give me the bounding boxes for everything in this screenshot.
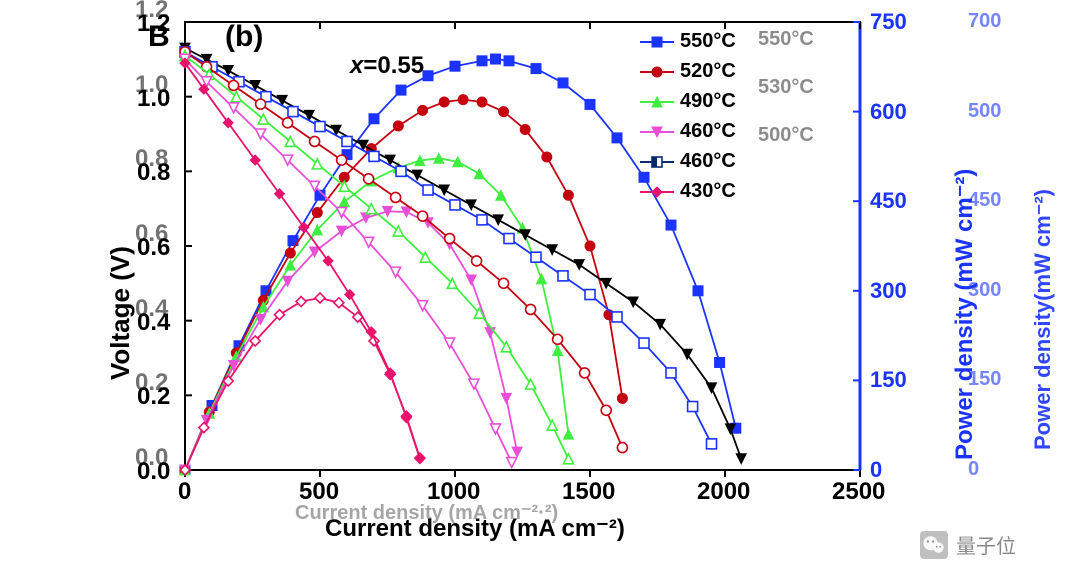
series-460C_P xyxy=(180,206,522,475)
legend-item-550°C: 550°C xyxy=(640,30,736,53)
legend-item-430°C: 430°C xyxy=(640,180,736,203)
watermark-badge: 量子位 xyxy=(920,530,1016,559)
legend-item-520°C: 520°C xyxy=(640,60,736,83)
legend-item-490°C: 490°C xyxy=(640,90,736,113)
series-490C_P xyxy=(180,153,573,475)
series-430C_P xyxy=(180,293,425,475)
y-left-axis-label: Voltage (V) xyxy=(105,246,136,380)
wechat-icon xyxy=(920,531,948,559)
y-right-axis-label-outer: Power density(mW cm⁻²) xyxy=(1030,189,1056,450)
watermark-text: 量子位 xyxy=(956,530,1016,559)
legend-item-460°C: 460°C xyxy=(640,120,736,143)
x-axis-label: Current density (mA cm⁻²) xyxy=(325,514,625,543)
composition-annotation: x=0.55 xyxy=(350,52,424,80)
panel-letter-inner: (b) xyxy=(225,20,263,54)
series-460C_V_open xyxy=(180,54,517,467)
legend-item-460°C: 460°C xyxy=(640,150,736,173)
series-520C_V_open xyxy=(180,47,627,453)
y-right-axis-label-inner: Power density (mW cm⁻²) xyxy=(950,169,979,460)
panel-letter-outer: B xyxy=(148,20,170,54)
